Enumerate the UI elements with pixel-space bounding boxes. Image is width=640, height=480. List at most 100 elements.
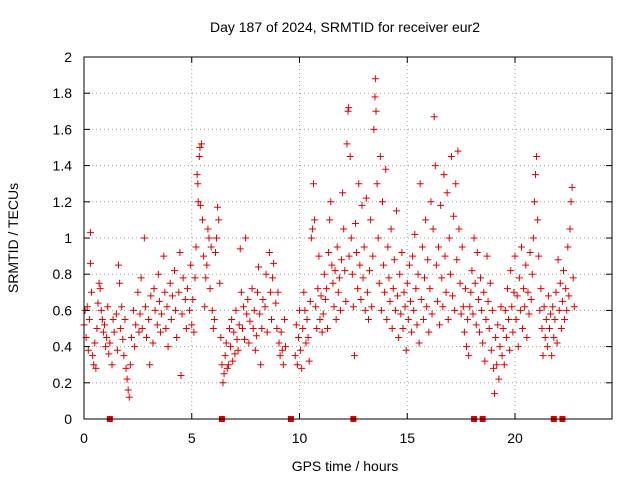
data-point: [318, 328, 326, 336]
data-point: [270, 259, 278, 267]
data-point: [433, 297, 441, 305]
data-point: [229, 357, 237, 365]
data-point: [373, 180, 381, 188]
data-point: [387, 225, 395, 233]
data-point: [361, 306, 369, 314]
data-point: [248, 285, 256, 293]
data-point: [232, 306, 240, 314]
data-point: [259, 296, 267, 304]
data-point: [477, 274, 485, 282]
x-tick-label: 15: [399, 430, 415, 446]
data-point: [447, 153, 455, 161]
data-point: [355, 180, 363, 188]
data-point: [456, 279, 464, 287]
data-point: [491, 390, 499, 398]
data-point: [255, 263, 263, 271]
data-point: [463, 343, 471, 351]
data-point: [210, 315, 218, 323]
data-point: [200, 252, 208, 260]
data-point: [390, 256, 398, 264]
data-point: [506, 346, 514, 354]
data-point: [250, 306, 258, 314]
data-point: [544, 292, 552, 300]
data-point: [110, 328, 118, 336]
data-point: [452, 180, 460, 188]
data-point: [195, 153, 203, 161]
data-point: [298, 364, 306, 372]
data-point: [130, 306, 138, 314]
data-point: [256, 310, 264, 318]
data-point: [280, 315, 288, 323]
data-point: [429, 225, 437, 233]
data-point: [242, 234, 250, 242]
data-point: [207, 243, 215, 251]
data-point: [196, 144, 204, 151]
data-point: [487, 346, 495, 354]
data-point: [302, 339, 310, 347]
y-tick-label: 1: [64, 230, 72, 246]
data-point: [357, 296, 365, 304]
data-point: [483, 252, 491, 260]
data-point: [528, 270, 536, 278]
data-point: [486, 279, 494, 287]
data-point: [398, 248, 406, 256]
data-point: [209, 325, 217, 332]
data-point: [521, 303, 529, 311]
data-point: [181, 296, 189, 304]
data-point: [467, 288, 475, 296]
data-point: [453, 256, 461, 264]
data-point: [526, 248, 534, 256]
data-point: [394, 292, 402, 300]
data-point: [347, 234, 355, 242]
data-point: [154, 270, 162, 278]
data-point: [276, 352, 284, 360]
data-point: [391, 306, 399, 314]
data-point: [257, 361, 265, 369]
data-point: [339, 189, 347, 197]
data-point: [332, 315, 340, 323]
data-point: [370, 125, 378, 133]
data-point: [188, 321, 196, 329]
data-point: [496, 343, 504, 351]
data-point: [239, 303, 247, 311]
data-point: [497, 303, 505, 311]
data-point: [500, 361, 508, 369]
data-point: [269, 274, 277, 282]
data-point: [189, 296, 197, 304]
data-point: [503, 285, 511, 293]
data-point: [160, 252, 168, 260]
data-point: [475, 328, 483, 336]
data-point: [525, 310, 533, 318]
data-point: [399, 325, 407, 332]
data-point: [85, 315, 93, 323]
data-point: [488, 306, 496, 314]
data-point: [161, 288, 169, 296]
data-point: [272, 299, 280, 307]
data-point: [217, 334, 225, 342]
data-point: [380, 261, 388, 269]
data-point: [567, 198, 575, 206]
data-point: [408, 328, 416, 336]
data-point: [223, 364, 231, 372]
data-point: [193, 171, 201, 179]
data-point: [378, 198, 386, 206]
data-point: [356, 261, 364, 269]
data-point: [436, 321, 444, 329]
data-point: [233, 335, 241, 343]
data-point: [167, 315, 175, 323]
x-tick-labels: 0 5 10 15 20: [80, 430, 523, 446]
data-point: [369, 252, 377, 260]
data-point: [569, 274, 577, 282]
data-point: [508, 303, 516, 311]
x-tick-label: 10: [292, 430, 308, 446]
data-point: [163, 303, 171, 311]
data-point: [147, 292, 155, 300]
data-point: [371, 93, 379, 101]
data-point: [224, 361, 232, 369]
data-point: [413, 321, 421, 329]
data-point: [445, 234, 453, 242]
data-point: [455, 225, 463, 233]
data-point: [415, 339, 423, 347]
data-point: [336, 306, 344, 314]
